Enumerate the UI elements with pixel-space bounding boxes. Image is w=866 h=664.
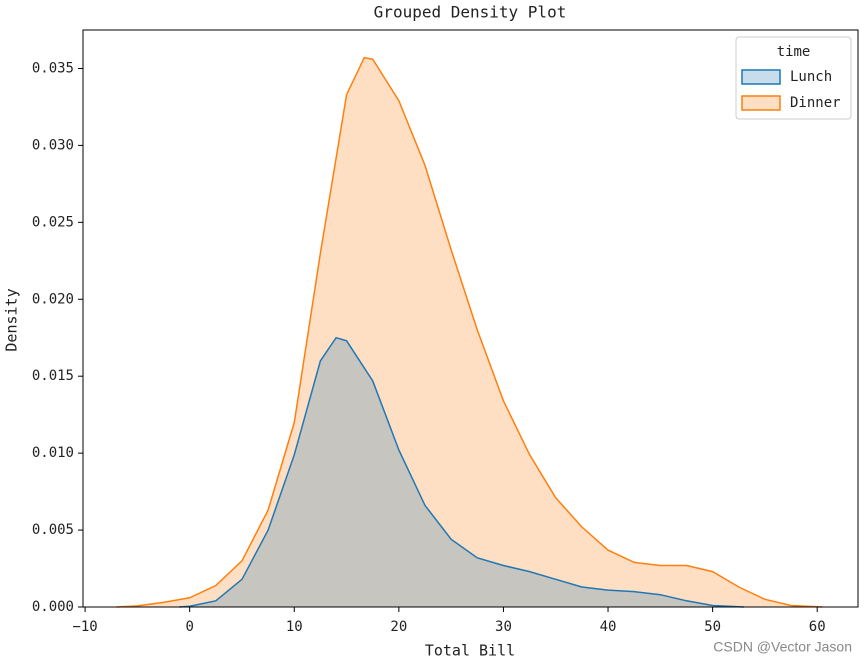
legend-label: Dinner: [790, 95, 841, 111]
legend-title: time: [777, 44, 811, 60]
legend-swatch: [741, 69, 781, 85]
y-tick-label: 0.025: [32, 214, 74, 230]
x-tick-label: 20: [390, 619, 407, 635]
density-area: [179, 337, 744, 607]
y-tick-label: 0.005: [32, 522, 74, 538]
density-line: [116, 56, 823, 608]
x-axis-label: Total Bill: [425, 642, 515, 660]
density-line: [179, 336, 745, 608]
y-tick-label: 0.010: [32, 445, 74, 461]
y-tick-label: 0.000: [32, 599, 74, 615]
x-tick-label: 30: [495, 619, 512, 635]
x-tick-label: 60: [809, 619, 826, 635]
y-tick-label: 0.015: [32, 368, 74, 384]
watermark: CSDN @Vector Jason: [713, 639, 852, 655]
y-tick-label: 0.020: [32, 291, 74, 307]
x-tick-label: −10: [72, 619, 97, 635]
x-tick-label: 50: [704, 619, 721, 635]
x-tick-label: 10: [286, 619, 303, 635]
y-tick-label: 0.035: [32, 60, 74, 76]
y-axis-label: Density: [3, 288, 21, 351]
legend-swatch: [741, 95, 781, 111]
y-tick-label: 0.030: [32, 137, 74, 153]
legend-box: [735, 36, 852, 120]
legend-label: Lunch: [790, 69, 832, 85]
x-tick-label: 0: [185, 619, 193, 635]
plot-frame: [82, 29, 859, 608]
x-tick-label: 40: [600, 619, 617, 635]
density-area: [116, 57, 823, 607]
chart-title: Grouped Density Plot: [374, 3, 567, 22]
